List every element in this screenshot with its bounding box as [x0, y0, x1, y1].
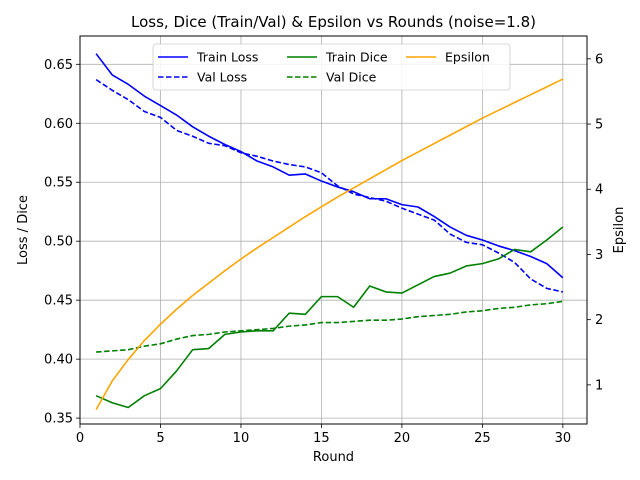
y-axis-title: Loss / Dice: [16, 195, 31, 265]
y2-tick-label: 2: [595, 313, 603, 328]
series-line-epsilon: [95, 78, 564, 411]
y2-tick-label: 5: [595, 118, 603, 133]
y2-tick-label: 1: [595, 378, 603, 393]
y-tick-label: 0.65: [44, 58, 73, 73]
legend-label: Epsilon: [445, 50, 490, 65]
x-tick-label: 15: [313, 431, 330, 446]
y-tick-label: 0.45: [44, 294, 73, 309]
y-tick-label: 0.55: [44, 176, 73, 191]
y2-tick-label: 6: [595, 52, 603, 67]
y2-tick-label: 3: [595, 248, 603, 263]
y-tick-label: 0.50: [44, 235, 73, 250]
y2-tick-label: 4: [595, 183, 603, 198]
x-tick-label: 30: [555, 431, 572, 446]
legend-label: Val Dice: [326, 70, 377, 85]
x-tick-label: 0: [76, 431, 84, 446]
legend-label: Val Loss: [197, 70, 247, 85]
y-tick-label: 0.40: [44, 353, 73, 368]
x-tick-label: 10: [233, 431, 250, 446]
series-line-train-loss: [95, 53, 564, 279]
x-tick-label: 5: [156, 431, 164, 446]
legend-box: [152, 43, 511, 91]
x-axis-title: Round: [313, 450, 354, 465]
x-tick-label: 25: [474, 431, 491, 446]
series-lines: [95, 53, 564, 411]
plot-frame: [79, 35, 588, 425]
series-line-train-dice: [95, 226, 564, 409]
y2-axis-title: Epsilon: [612, 207, 627, 254]
legend-label: Train Dice: [325, 50, 388, 65]
series-line-val-dice: [96, 300, 563, 353]
axes: 0 5 10 15 20 25 300.350.400.450.500.550.600.65…: [44, 52, 603, 446]
series-line-val-loss: [95, 78, 564, 293]
legend: Train Loss Val Loss Train Dice Val Dice Epsi…: [152, 43, 511, 91]
legend-label: Train Loss: [196, 50, 258, 65]
chart-title: Loss, Dice (Train/Val) & Epsilon vs Roun…: [131, 13, 536, 31]
y-tick-label: 0.35: [44, 412, 73, 427]
x-tick-label: 20: [394, 431, 411, 446]
y-tick-label: 0.60: [44, 117, 73, 132]
